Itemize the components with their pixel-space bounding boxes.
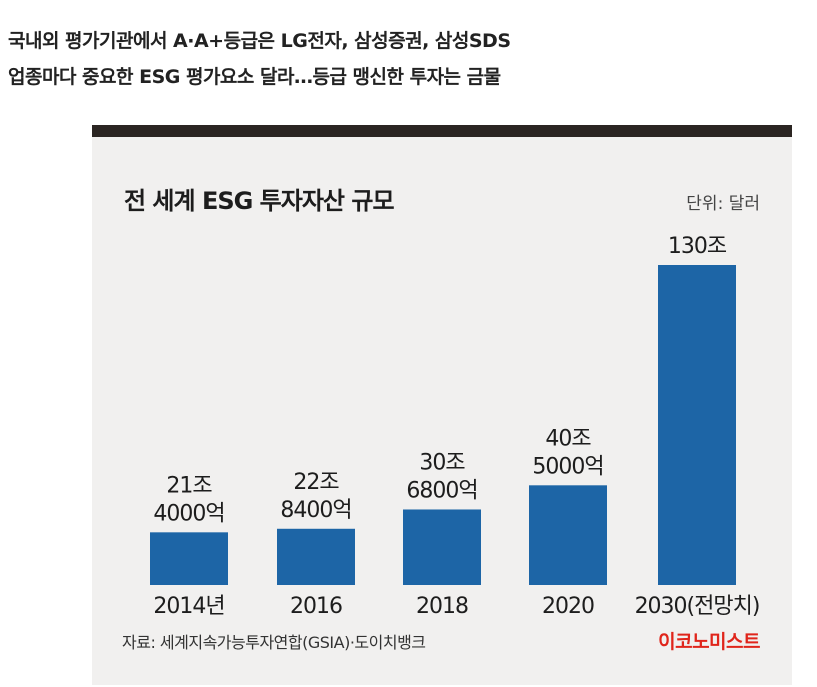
brand-logo: 이코노미스트: [658, 631, 760, 653]
data-label: 4000억: [153, 501, 224, 526]
x-tick-label: 2014년: [153, 594, 224, 619]
headline-line-2: 업종마다 중요한 ESG 평가요소 달라…등급 맹신한 투자는 금물: [8, 66, 501, 88]
chart-title: 전 세계 ESG 투자자산 규모: [124, 187, 395, 215]
x-tick-label: 2030(전망치): [635, 594, 760, 619]
data-label: 21조: [166, 473, 212, 498]
bar-chart: 2014년 21조 4000억 2016 22조 8400억 2018 30조 6800억 202…: [150, 234, 760, 619]
bar-2: [403, 509, 481, 585]
source-note: 자료: 세계지속가능투자연합(GSIA)·도이치뱅크: [122, 633, 426, 652]
data-label: 5000억: [532, 454, 603, 479]
data-label: 130조: [668, 234, 727, 259]
x-tick-label: 2020: [542, 594, 594, 619]
chart-card: 2014년 21조 4000억 2016 22조 8400억 2018 30조 6800억 202…: [92, 125, 792, 685]
bar-3: [529, 485, 607, 585]
bar-1: [277, 528, 355, 585]
x-tick-label: 2016: [290, 594, 342, 619]
bar-0: [150, 532, 228, 585]
headline-line-1: 국내외 평가기관에서 A·A+등급은 LG전자, 삼성증권, 삼성SDS: [8, 30, 511, 52]
data-label: 6800억: [406, 478, 477, 503]
data-label: 40조: [545, 426, 591, 451]
data-label: 30조: [419, 450, 465, 475]
data-label: 8400억: [280, 498, 351, 523]
data-label: 22조: [293, 470, 339, 495]
bar-4: [658, 265, 736, 585]
unit-label: 단위: 달러: [686, 194, 760, 214]
x-tick-label: 2018: [416, 594, 468, 619]
